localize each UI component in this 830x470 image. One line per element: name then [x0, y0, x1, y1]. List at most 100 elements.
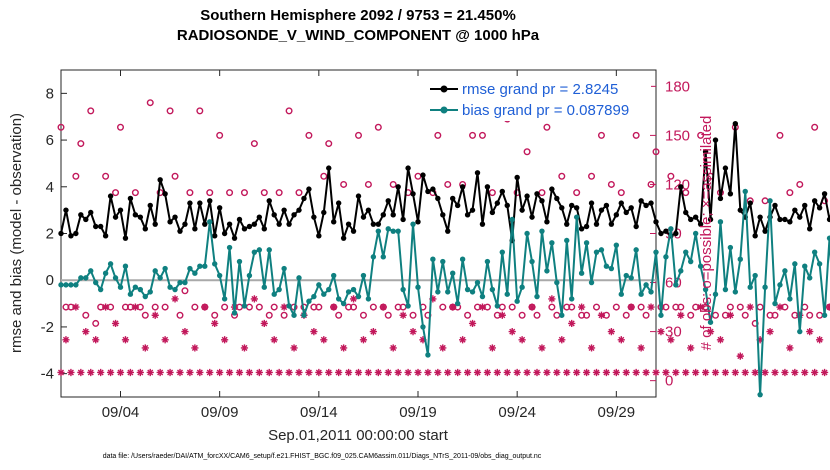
assimilated-obs-point [652, 368, 660, 377]
possible-obs-point [736, 303, 744, 311]
bias-point [157, 275, 163, 281]
assimilated-obs-point [196, 368, 204, 377]
assimilated-obs-point [771, 368, 779, 377]
bias-point [167, 284, 173, 290]
assimilated-obs-point [62, 336, 70, 344]
assimilated-obs-point [657, 328, 665, 336]
bias-point [772, 300, 778, 307]
possible-obs-point [588, 172, 596, 180]
rmse-point [321, 209, 327, 216]
rmse-point [380, 212, 386, 218]
possible-obs-point [786, 189, 794, 197]
rmse-point [311, 214, 317, 220]
bias-point [747, 284, 753, 290]
rmse-point [683, 209, 689, 216]
assimilated-obs-point [77, 368, 85, 377]
bias-point [236, 258, 243, 265]
assimilated-obs-point [156, 368, 164, 377]
rmse-point [142, 226, 148, 232]
assimilated-obs-point [166, 368, 174, 377]
bias-point [241, 303, 248, 309]
assimilated-obs-point [642, 368, 650, 377]
rmse-point [177, 228, 183, 234]
possible-obs-point [523, 148, 531, 156]
assimilated-obs-point [523, 368, 531, 377]
assimilated-obs-point [240, 344, 249, 352]
rmse-point [633, 223, 639, 230]
possible-obs-point [632, 131, 640, 139]
possible-obs-point [612, 303, 620, 311]
assimilated-obs-point [429, 295, 437, 303]
assimilated-obs-point [335, 368, 343, 377]
bias-point [702, 286, 709, 293]
assimilated-obs-point [404, 368, 412, 377]
assimilated-obs-point [374, 368, 382, 377]
rmse-point [112, 214, 119, 220]
bias-point [549, 240, 555, 246]
rmse-point [216, 205, 223, 211]
assimilated-obs-point [568, 319, 576, 328]
assimilated-obs-point [706, 328, 715, 336]
bias-point [216, 272, 223, 279]
possible-obs-point [469, 131, 477, 139]
y-tick-label: 2 [46, 226, 54, 243]
rmse-point [375, 221, 382, 227]
possible-obs-point [226, 189, 234, 197]
rmse-point [494, 200, 501, 206]
bias-point [692, 230, 699, 237]
rmse-point [266, 198, 272, 204]
assimilated-obs-point [369, 328, 377, 336]
bias-point [212, 261, 218, 267]
bias-point [593, 249, 600, 255]
possible-obs-point [652, 148, 660, 156]
assimilated-obs-point [265, 368, 273, 377]
rmse-point [697, 221, 704, 227]
bias-point [326, 286, 332, 293]
assimilated-obs-point [379, 303, 387, 311]
bias-point [688, 258, 694, 265]
assimilated-obs-point [171, 295, 179, 303]
rmse-point [261, 226, 267, 232]
assimilated-obs-point [359, 336, 368, 344]
assimilated-obs-point [87, 368, 95, 377]
possible-obs-point [146, 99, 154, 107]
chart-subtitle: RADIOSONDE_V_WIND_COMPONENT @ 1000 hPa [177, 27, 540, 44]
possible-obs-point [240, 189, 248, 197]
rmse-point [271, 212, 277, 218]
y-tick-label: 6 [46, 132, 54, 149]
possible-obs-point [82, 311, 90, 319]
rmse-point [539, 198, 545, 204]
assimilated-obs-point [201, 303, 209, 311]
possible-obs-point [389, 180, 397, 188]
rmse-point [554, 195, 560, 202]
rmse-point [603, 202, 610, 209]
rmse-point [246, 223, 253, 230]
bias-point [474, 279, 481, 286]
possible-obs-point [305, 131, 313, 139]
possible-obs-point [597, 131, 605, 139]
possible-obs-point [697, 131, 705, 139]
assimilated-obs-point [493, 368, 501, 377]
possible-obs-point [57, 123, 65, 131]
rmse-point [202, 221, 208, 227]
rmse-point [226, 221, 233, 227]
x-tick-label: 09/24 [498, 404, 536, 421]
rmse-point [221, 230, 228, 237]
bias-point [712, 291, 719, 297]
bias-point [435, 289, 441, 295]
assimilated-obs-point [126, 368, 135, 377]
rmse-point [187, 200, 193, 206]
assimilated-obs-point [349, 295, 358, 303]
rmse-point [593, 221, 600, 227]
possible-obs-point [196, 107, 204, 115]
rmse-point [549, 186, 555, 192]
possible-obs-point [642, 311, 650, 319]
rmse-point [762, 228, 768, 234]
bias-point [757, 391, 763, 398]
bias-point [464, 286, 471, 293]
bias-point [360, 272, 367, 279]
bias-point [826, 235, 830, 241]
assimilated-obs-point [280, 303, 288, 311]
possible-obs-point [315, 303, 323, 311]
assimilated-obs-point [225, 368, 234, 377]
